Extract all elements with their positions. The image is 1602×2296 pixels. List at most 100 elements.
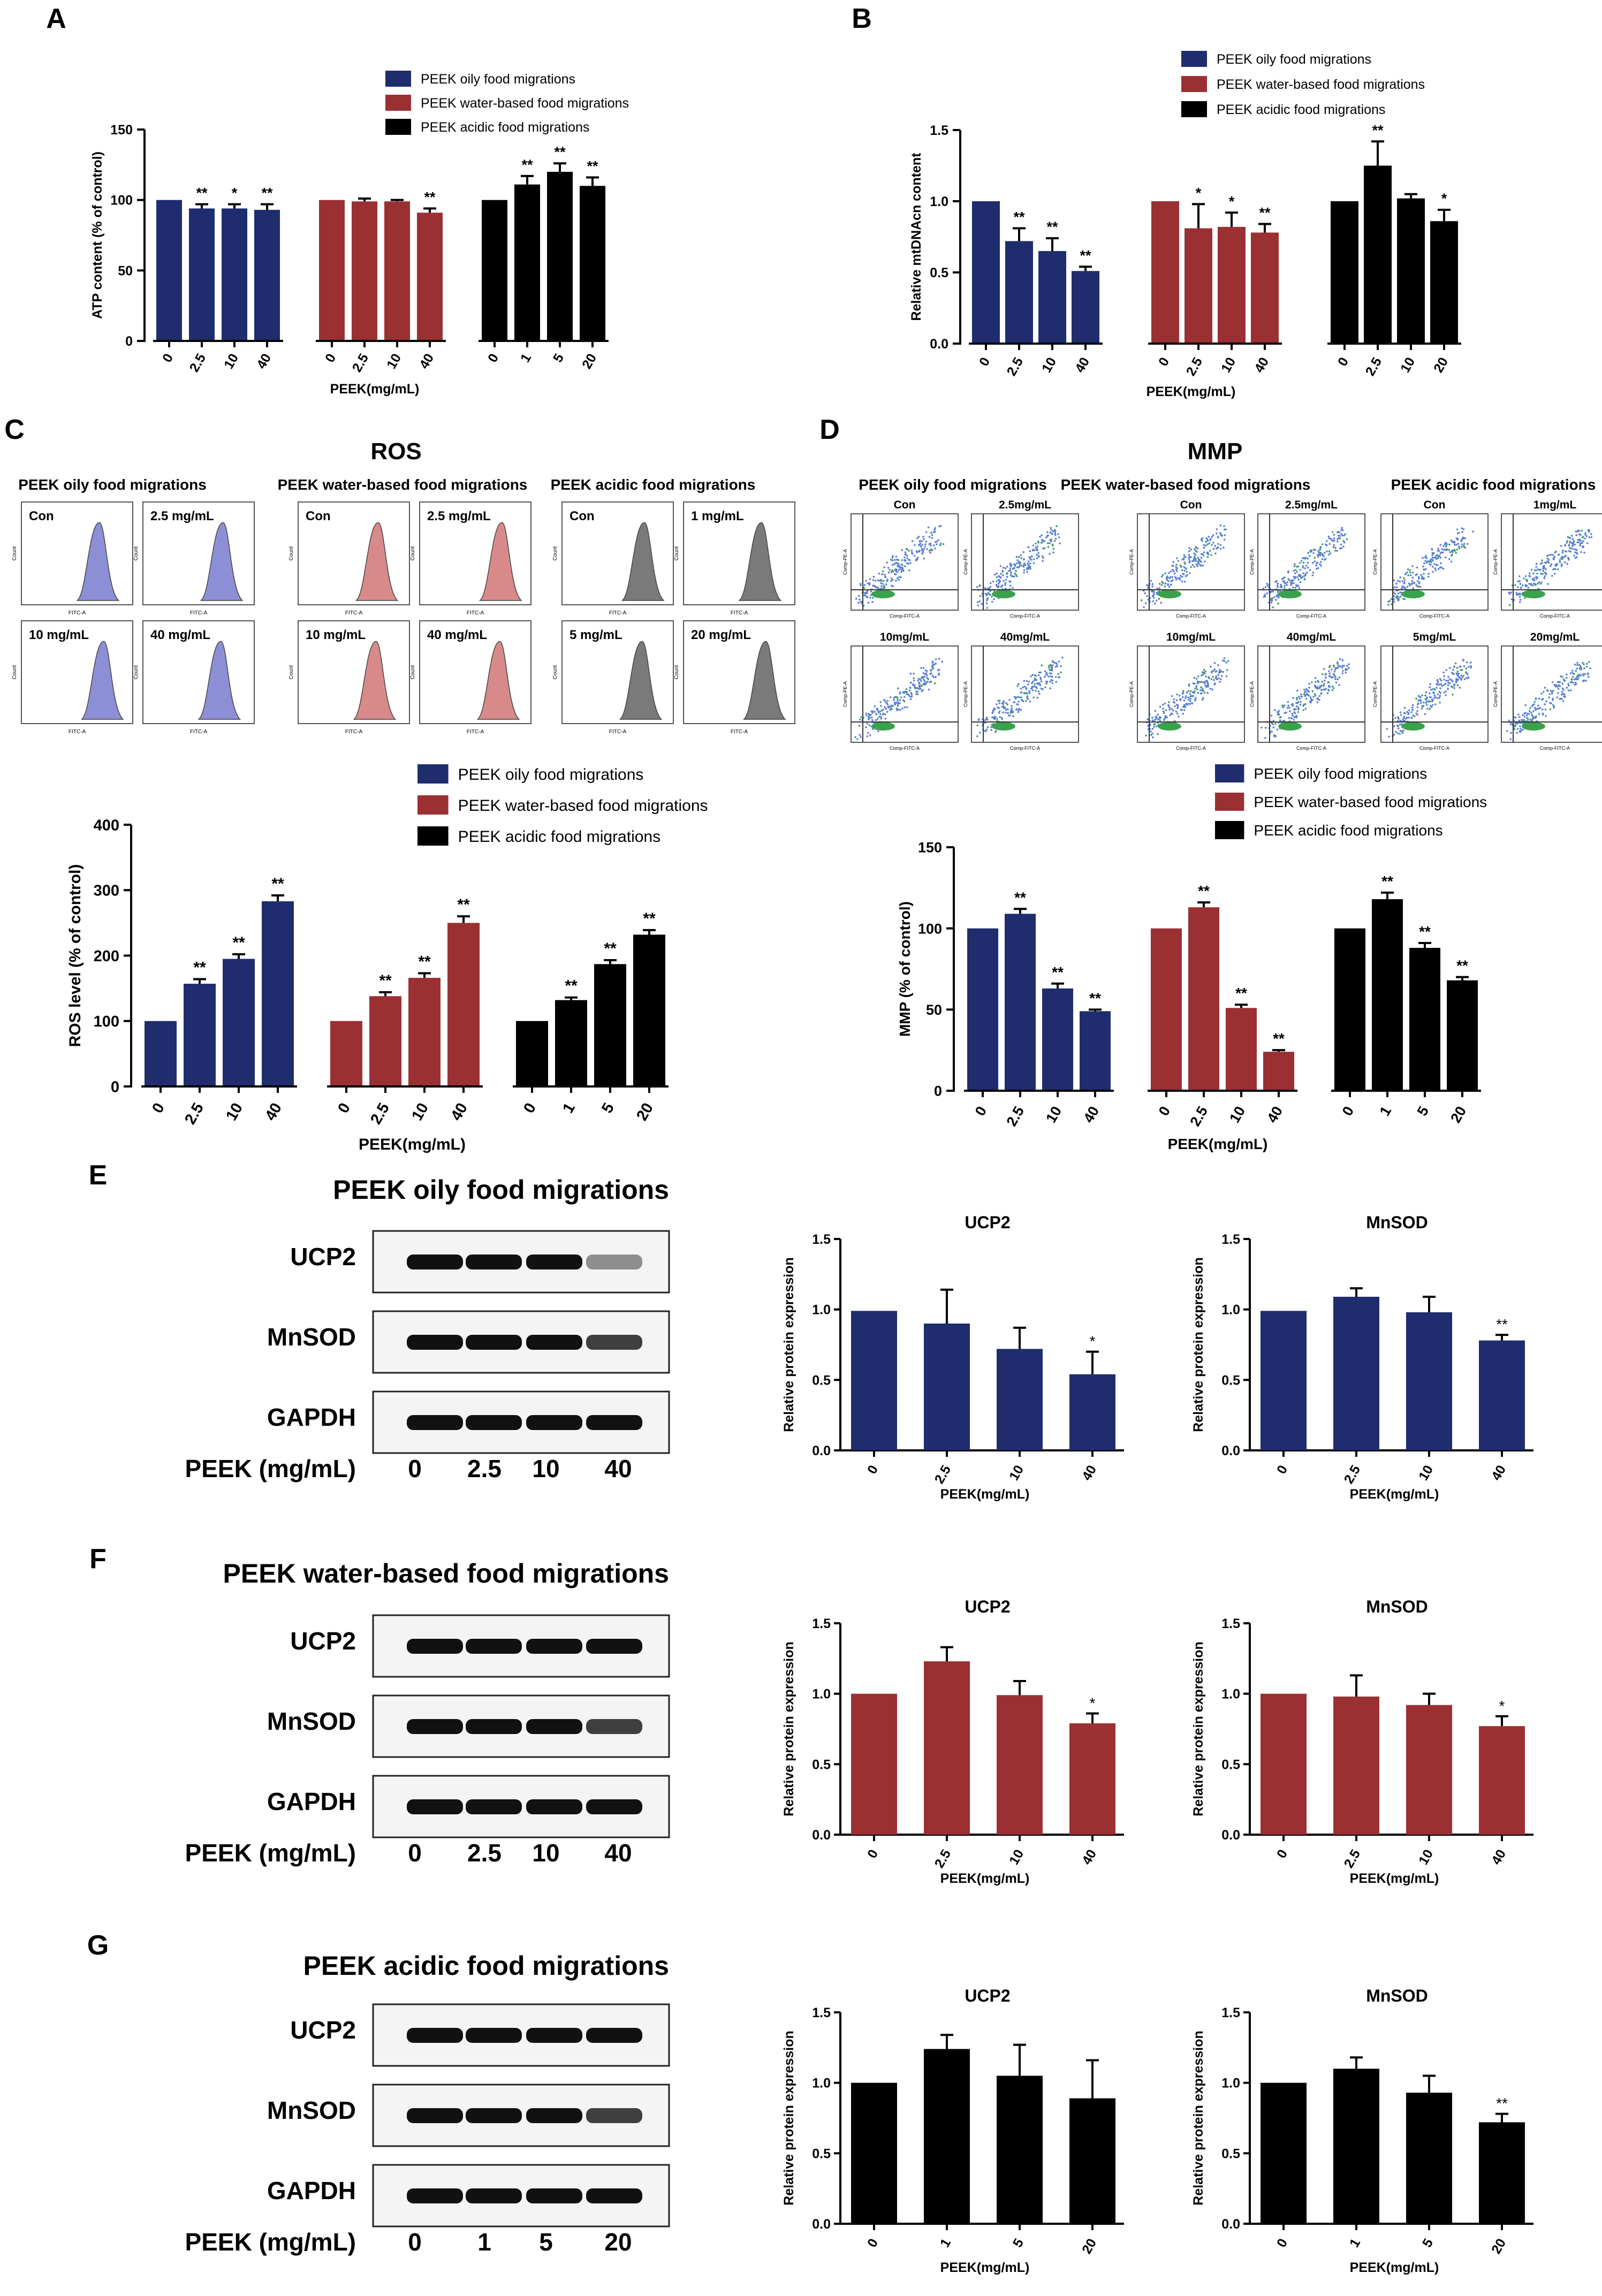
- scatter-point: [1180, 574, 1182, 577]
- small-y-tick-label: 0.5: [812, 1373, 831, 1388]
- scatter-point: [1550, 565, 1552, 567]
- blot-band: [586, 2028, 642, 2043]
- blot-dose-label: 0: [408, 1455, 422, 1482]
- scatter-point: [1059, 542, 1061, 545]
- scatter-point: [1158, 583, 1161, 585]
- scatter-point: [1396, 732, 1399, 734]
- scatter-point: [879, 713, 882, 716]
- scatter-point: [1213, 668, 1216, 671]
- scatter-point: [1151, 727, 1154, 730]
- scatter-point: [1214, 682, 1216, 685]
- D_bar-x-tick-label: 0: [972, 1104, 990, 1119]
- scatter-point: [1390, 598, 1393, 600]
- A-y-tick-label: 100: [110, 193, 133, 208]
- scatter-point: [1521, 719, 1523, 721]
- scatter-point: [1302, 709, 1305, 711]
- scatter-point: [1462, 528, 1465, 530]
- scatter-point: [1280, 583, 1282, 586]
- scatter-point: [998, 579, 1000, 581]
- scatter-point: [1443, 549, 1445, 551]
- scatter-point: [1028, 680, 1030, 683]
- scatter-point: [1395, 586, 1398, 589]
- scatter-point: [1324, 679, 1326, 682]
- blot-band: [526, 2108, 582, 2123]
- scatter-point: [1456, 528, 1459, 530]
- scatter-point: [1014, 572, 1016, 575]
- scatter-point: [1519, 580, 1521, 582]
- scatter-point: [1183, 704, 1186, 706]
- scatter-point: [1567, 557, 1569, 559]
- scatter-point: [922, 550, 924, 552]
- scatter-point: [1456, 670, 1459, 673]
- scatter-cluster: [1278, 590, 1302, 598]
- scatter-point: [1429, 692, 1431, 695]
- small-y-tick-label: 0.5: [812, 2146, 831, 2161]
- blot-row-label: UCP2: [290, 1627, 356, 1655]
- scatter-point: [1571, 670, 1574, 672]
- legend-d-swatch-acidic: [1215, 821, 1244, 839]
- scatter-point: [1202, 673, 1204, 676]
- scatter-point: [1577, 539, 1580, 541]
- scatter-point: [1282, 706, 1284, 709]
- scatter-point: [927, 526, 930, 529]
- scatter-point: [1559, 561, 1561, 564]
- scatter-point: [1017, 566, 1020, 569]
- histogram-label: 1 mg/mL: [691, 509, 744, 523]
- scatter-point: [1006, 576, 1008, 578]
- scatter-x-axis-label: Comp-FITC-A: [1176, 613, 1206, 619]
- scatter-point: [1031, 556, 1033, 558]
- scatter-point: [1584, 537, 1586, 539]
- scatter-point: [1292, 704, 1294, 707]
- scatter-point: [1271, 599, 1273, 602]
- C_bar-bar: [408, 978, 441, 1086]
- scatter-cluster: [1522, 590, 1545, 598]
- scatter-point: [1348, 663, 1350, 665]
- scatter-point: [1393, 586, 1396, 588]
- scatter-point: [1194, 548, 1196, 550]
- scatter-point: [1294, 563, 1296, 566]
- scatter-point: [1151, 719, 1154, 721]
- scatter-point: [1448, 549, 1450, 551]
- D_bar-x-tick-label: 10: [1043, 1104, 1065, 1126]
- small-x-tick-label: 0: [1274, 1463, 1290, 1477]
- scatter-point: [1342, 539, 1345, 542]
- blot-dose-label: 1: [477, 2228, 491, 2256]
- scatter-point: [1425, 691, 1428, 694]
- scatter-point: [926, 548, 928, 550]
- scatter-point: [1585, 680, 1587, 682]
- scatter-point: [1329, 665, 1331, 667]
- small-y-tick-label: 1.5: [812, 1232, 831, 1247]
- scatter-point: [1431, 704, 1434, 706]
- scatter-point: [1202, 554, 1205, 557]
- scatter-point: [1288, 706, 1290, 709]
- B-x-tick-label: 2.5: [1004, 355, 1027, 378]
- scatter-point: [1429, 683, 1432, 685]
- scatter-point: [1540, 581, 1543, 583]
- scatter-point: [895, 556, 898, 558]
- scatter-y-axis-label: Comp-PE-A: [1493, 549, 1498, 575]
- scatter-point: [1050, 529, 1052, 531]
- scatter-point: [1560, 557, 1562, 560]
- small-y-tick-label: 1.5: [812, 1616, 831, 1631]
- scatter-point: [884, 717, 887, 720]
- scatter-point: [1411, 582, 1414, 584]
- legend-c-entry-acidic: PEEK acidic food migrations: [458, 828, 661, 846]
- scatter-point: [1285, 582, 1287, 584]
- scatter-point: [1402, 719, 1404, 722]
- scatter-point: [1056, 665, 1059, 667]
- scatter-point: [1287, 570, 1289, 573]
- scatter-point: [1045, 673, 1047, 675]
- scatter-point: [913, 672, 915, 675]
- scatter-point: [922, 551, 924, 554]
- A-x-tick-label: 1: [518, 351, 534, 365]
- scatter-point: [1177, 577, 1179, 580]
- histogram-label: 5 mg/mL: [570, 628, 622, 642]
- A-bar: [417, 212, 443, 341]
- scatter-point: [1030, 682, 1033, 685]
- scatter-point: [1040, 680, 1043, 682]
- legend-b-swatch-oily: [1181, 51, 1207, 67]
- scatter-point: [917, 678, 920, 680]
- scatter-point: [1312, 571, 1315, 574]
- scatter-point: [1031, 689, 1034, 691]
- scatter-point: [1265, 726, 1267, 729]
